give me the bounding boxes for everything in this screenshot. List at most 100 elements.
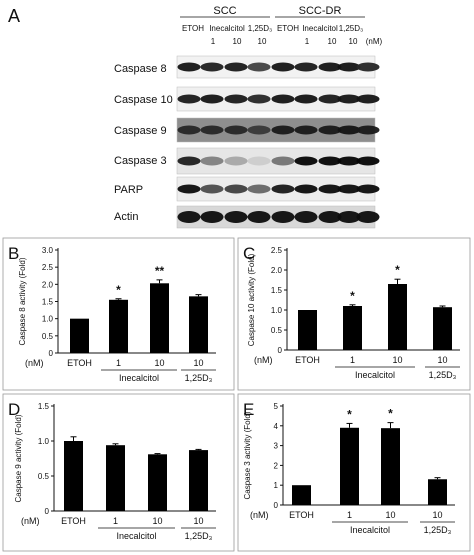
blot-band [337, 94, 361, 104]
blot-band [247, 211, 271, 223]
blot-band [271, 62, 295, 72]
bar [298, 310, 317, 350]
blot-band [318, 125, 342, 135]
y-tick-label: 1.5 [271, 286, 283, 295]
blot-band [294, 184, 318, 194]
y-tick-label: 1.5 [38, 402, 50, 411]
x-group-label: 1,25D₃ [424, 525, 452, 535]
blot-band [294, 211, 318, 223]
y-tick-label: 3.0 [42, 246, 54, 255]
x-tick-label: 10 [154, 358, 164, 368]
significance-marker: ** [155, 264, 165, 278]
bar [340, 427, 359, 505]
y-tick-label: 2.0 [271, 266, 283, 275]
bar [343, 306, 362, 350]
y-tick-label: 2.5 [271, 246, 283, 255]
panel-frame-d [2, 393, 235, 552]
dose-label: 10 [233, 37, 242, 46]
y-tick-label: 5 [274, 402, 279, 411]
blot-band [177, 125, 201, 135]
x-unit-label: (nM) [254, 355, 273, 365]
blot-band [294, 94, 318, 104]
y-tick-label: 2.5 [42, 263, 54, 272]
y-axis-label: Caspase 9 activity (Fold) [14, 414, 23, 502]
blot-band [224, 94, 248, 104]
x-unit-label: (nM) [25, 358, 44, 368]
blot-band [271, 211, 295, 223]
treatment-label: ETOH [182, 24, 204, 33]
x-tick-label: ETOH [61, 516, 86, 526]
blot-band [177, 62, 201, 72]
blot-row-label: Caspase 10 [114, 94, 173, 106]
x-tick-label: ETOH [67, 358, 92, 368]
blot-band [356, 62, 380, 72]
x-tick-label: 1 [116, 358, 121, 368]
dose-label: 1 [305, 37, 310, 46]
blot-band [224, 211, 248, 223]
panel-label: B [8, 244, 19, 263]
blot-band [294, 62, 318, 72]
bar [428, 479, 447, 505]
y-tick-label: 4 [274, 422, 279, 431]
x-group-label: 1,25D₃ [185, 531, 213, 541]
x-tick-label: 1 [113, 516, 118, 526]
y-tick-label: 0.5 [38, 472, 50, 481]
panel-frame-e [237, 393, 471, 552]
blot-band [356, 94, 380, 104]
bar [70, 318, 89, 353]
blot-row-label: PARP [114, 184, 143, 196]
bar [106, 445, 125, 511]
blot-band [318, 62, 342, 72]
blot-band [271, 125, 295, 135]
blot-band [247, 156, 271, 166]
blot-band [294, 156, 318, 166]
y-tick-label: 2 [274, 461, 279, 470]
x-unit-label: (nM) [250, 510, 269, 520]
dose-label: 10 [258, 37, 267, 46]
y-tick-label: 1.0 [42, 315, 54, 324]
significance-marker: * [116, 283, 121, 297]
x-group-label: 1,25D₃ [185, 373, 213, 383]
y-tick-label: 1 [274, 481, 279, 490]
blot-band [318, 94, 342, 104]
significance-marker: * [347, 407, 352, 421]
blot-band [224, 125, 248, 135]
blot-band [247, 125, 271, 135]
blot-band [271, 94, 295, 104]
y-axis-label: Caspase 3 activity (Fold) [243, 411, 252, 499]
blot-band [247, 184, 271, 194]
x-group-label: Inecalcitol [116, 531, 156, 541]
blot-band [247, 94, 271, 104]
blot-band [337, 211, 361, 223]
x-tick-label: 10 [432, 510, 442, 520]
blot-band [200, 125, 224, 135]
dose-label: 1 [211, 37, 216, 46]
y-tick-label: 1.0 [271, 306, 283, 315]
treatment-label: Inecalcitol [302, 24, 338, 33]
western-blot-strips [176, 55, 380, 229]
x-group-label: Inecalcitol [350, 525, 390, 535]
bar [148, 454, 167, 511]
significance-marker: * [395, 263, 400, 277]
treatment-label: 1,25D₃ [248, 24, 273, 33]
x-tick-label: 10 [193, 516, 203, 526]
y-tick-label: 0.5 [42, 332, 54, 341]
x-group-label: Inecalcitol [119, 373, 159, 383]
blot-band [247, 62, 271, 72]
x-tick-label: 10 [152, 516, 162, 526]
y-tick-label: 0 [49, 349, 54, 358]
group-label-scc: SCC [213, 5, 236, 17]
blot-band [271, 184, 295, 194]
blot-band [337, 184, 361, 194]
blot-band [224, 62, 248, 72]
blot-band [318, 211, 342, 223]
panel-a-label: A [8, 6, 20, 26]
bar [189, 450, 208, 511]
group-label-scc-dr: SCC-DR [299, 5, 342, 17]
blot-band [337, 156, 361, 166]
blot-band [337, 125, 361, 135]
y-tick-label: 1.5 [42, 298, 54, 307]
x-tick-label: 10 [392, 355, 402, 365]
x-unit-label: (nM) [21, 516, 40, 526]
